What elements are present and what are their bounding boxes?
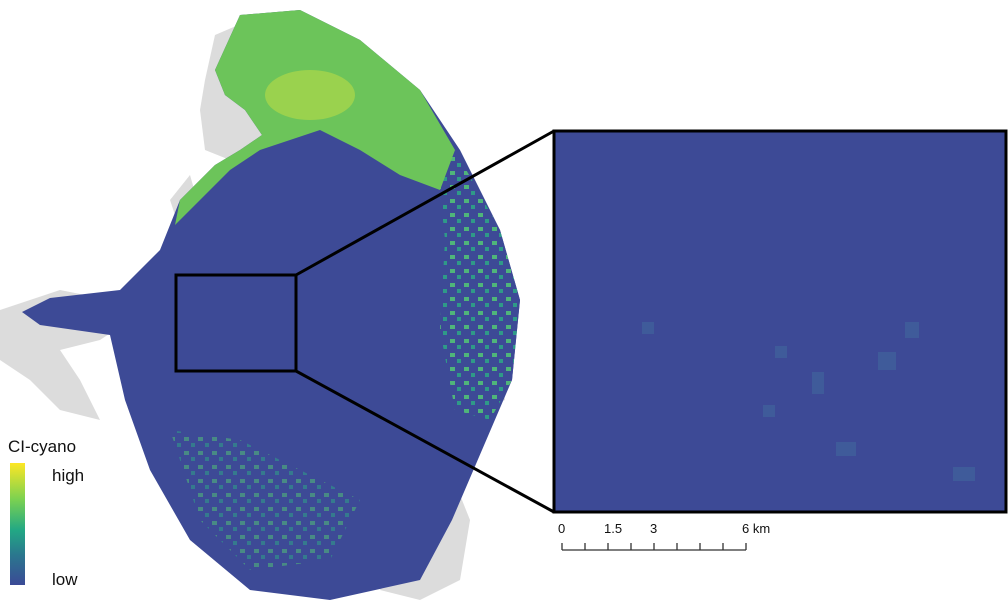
legend-title: CI-cyano	[8, 437, 76, 456]
scale-label: 0	[558, 521, 565, 536]
scale-label: 6 km	[742, 521, 770, 536]
legend-high: high	[52, 466, 84, 485]
scale-label: 1.5	[604, 521, 622, 536]
inset-view	[554, 131, 1006, 512]
bloom-core	[265, 70, 355, 120]
scale-label: 3	[650, 521, 657, 536]
map: CI-cyano high low 0 1.5 3 6 km	[0, 0, 1008, 609]
scale-bar: 0 1.5 3 6 km	[558, 521, 770, 550]
legend-gradient	[10, 463, 25, 585]
legend-low: low	[52, 570, 78, 589]
